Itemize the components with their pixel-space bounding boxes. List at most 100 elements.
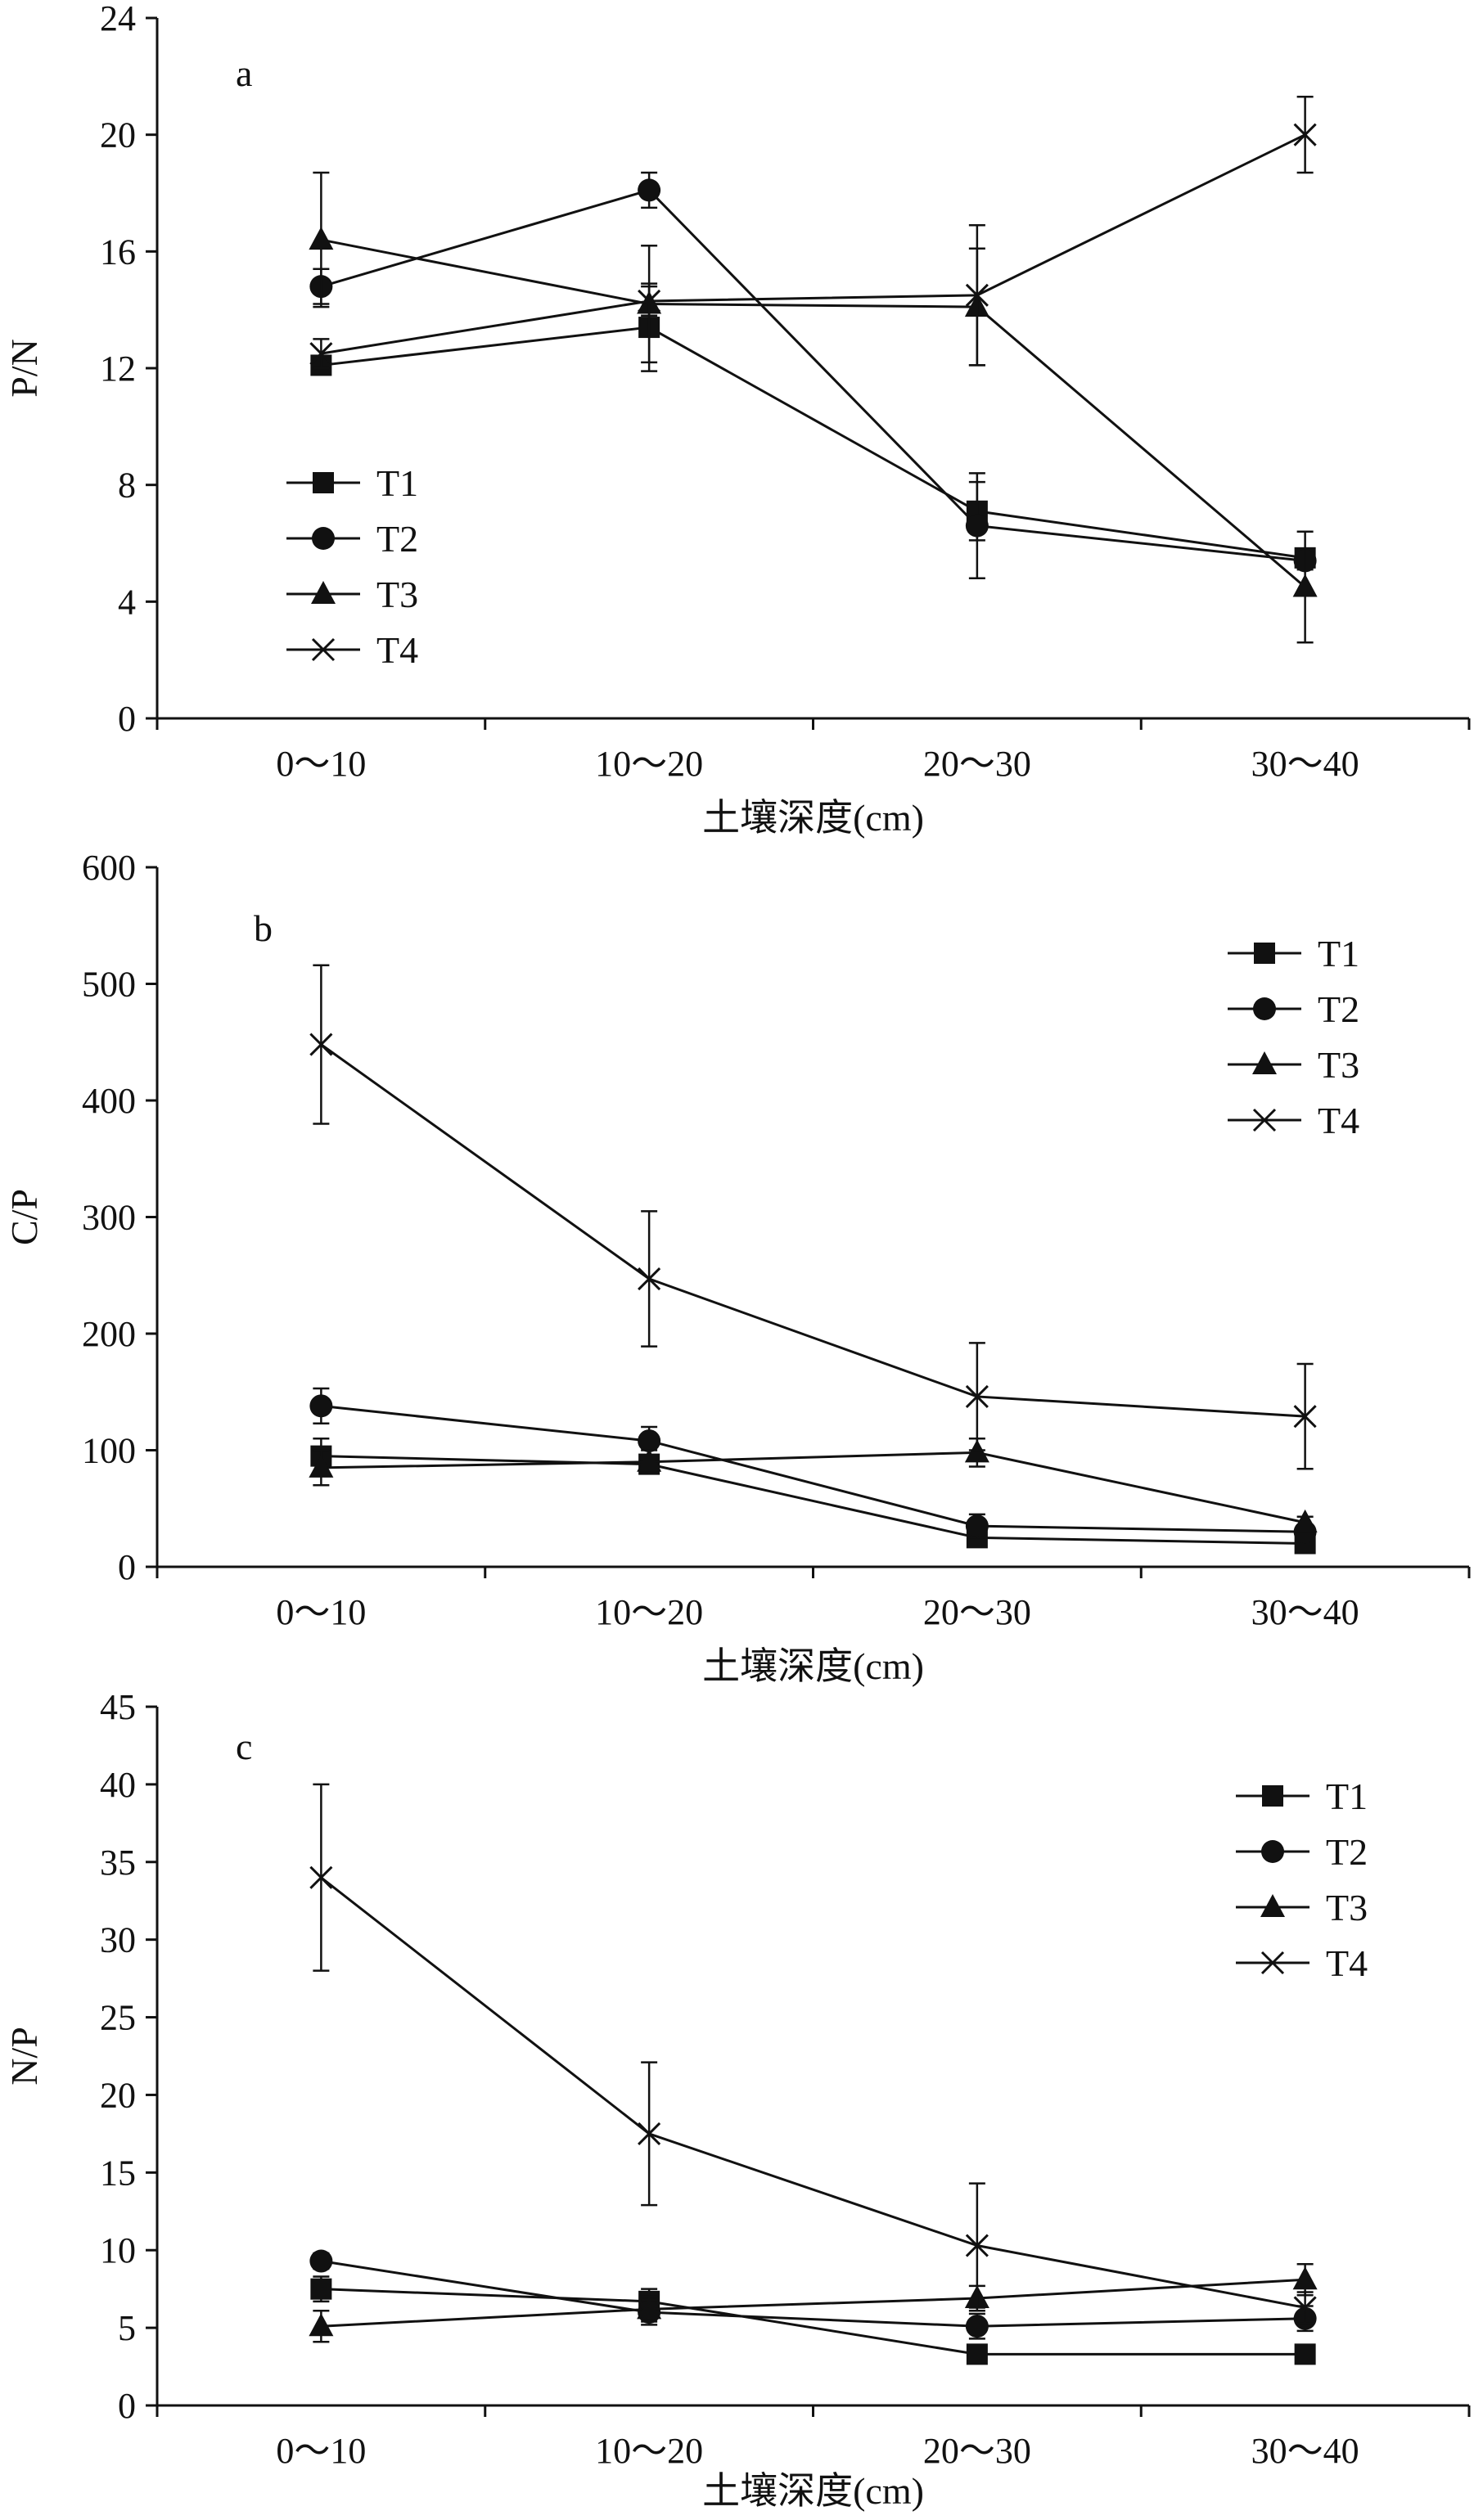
marker-t1 <box>313 472 334 493</box>
marker-t3 <box>1292 1509 1318 1532</box>
marker-t4 <box>638 1267 661 1291</box>
series-line <box>320 1043 1305 1418</box>
panel-letter: c <box>236 1726 252 1767</box>
x-axis-title: 土壤深度(cm) <box>702 1645 924 1687</box>
marker-t4 <box>1293 1405 1317 1429</box>
series-t1 <box>310 1438 1316 1555</box>
y-tick-label: 24 <box>100 0 136 38</box>
series-line <box>321 1455 1305 1545</box>
x-tick-label: 10～20 <box>595 744 703 784</box>
marker-t3 <box>309 227 334 250</box>
y-tick-label: 10 <box>100 2230 136 2270</box>
legend: T1 T2 T3 T4 <box>286 462 418 671</box>
marker-t2 <box>638 1429 661 1453</box>
series-t4 <box>309 964 1317 1470</box>
y-tick-label: 600 <box>82 848 136 888</box>
x-axis-title: 土壤深度(cm) <box>702 797 924 839</box>
marker-t1 <box>310 2278 332 2300</box>
y-tick-label: 0 <box>118 2386 136 2426</box>
y-tick-label: 30 <box>100 1920 136 1960</box>
legend-label: T3 <box>1326 1887 1368 1928</box>
marker-t3 <box>309 1454 334 1478</box>
panel-letter: a <box>236 52 252 94</box>
legend: T1 T2 T3 T4 <box>1228 933 1359 1141</box>
y-tick-label: 25 <box>100 1998 136 2038</box>
series-line <box>321 1451 1305 1524</box>
marker-t3 <box>637 1448 662 1472</box>
marker-t4 <box>965 2234 989 2257</box>
marker-t1 <box>1254 943 1275 964</box>
marker-t3 <box>309 2313 334 2337</box>
y-tick-label: 40 <box>100 1765 136 1805</box>
x-tick-label: 20～30 <box>923 1592 1031 1632</box>
y-tick-label: 12 <box>100 349 136 389</box>
marker-t3 <box>1292 2266 1318 2290</box>
y-tick-label: 15 <box>100 2153 136 2193</box>
x-tick-label: 30～40 <box>1251 2431 1359 2471</box>
series-t4 <box>309 96 1317 370</box>
y-axis-title: C/P <box>3 1189 45 1245</box>
marker-t4 <box>965 1384 989 1409</box>
marker-t1 <box>1262 1785 1283 1807</box>
series-line <box>321 2260 1305 2328</box>
x-tick-label: 10～20 <box>595 2431 703 2471</box>
y-tick-label: 4 <box>118 582 136 622</box>
series-line <box>321 326 1305 560</box>
marker-t4 <box>965 283 989 307</box>
x-tick-label: 20～30 <box>923 2431 1031 2471</box>
series-t4 <box>309 1783 1317 2324</box>
legend-label: T1 <box>1326 1775 1368 1817</box>
legend-label: T3 <box>1318 1044 1359 1086</box>
panel-letter: b <box>254 907 273 949</box>
marker-t3 <box>637 2296 662 2320</box>
chart-panel-c: 0 5 10 15 20 25 30 35 40 45 0～10 10～20 20～30 30～40 土壤深… <box>3 1687 1471 2512</box>
marker-t4 <box>638 2122 661 2145</box>
marker-t4 <box>1252 1108 1277 1132</box>
y-tick-label: 500 <box>82 965 136 1005</box>
x-axis-title: 土壤深度(cm) <box>702 2470 924 2512</box>
chart-panel-b: 0 100 200 300 400 500 600 0～10 10～20 20～30 30～40 土壤… <box>3 848 1471 1687</box>
y-tick-label: 100 <box>82 1431 136 1471</box>
y-tick-label: 8 <box>118 466 136 506</box>
legend-label: T3 <box>376 574 418 615</box>
marker-t4 <box>309 1865 333 1889</box>
marker-t4 <box>311 637 336 662</box>
series-line <box>321 2288 1305 2356</box>
legend-label: T2 <box>376 518 418 560</box>
marker-t4 <box>638 289 661 313</box>
x-tick-label: 30～40 <box>1251 744 1359 784</box>
marker-t3 <box>311 581 336 604</box>
legend-label: T4 <box>1318 1100 1359 1141</box>
marker-t4 <box>1293 123 1317 146</box>
y-tick-label: 45 <box>100 1687 136 1727</box>
y-tick-label: 16 <box>100 232 136 272</box>
marker-t2 <box>309 2249 333 2273</box>
y-tick-label: 20 <box>100 115 136 155</box>
series-line <box>321 133 1306 355</box>
marker-t4 <box>1293 2296 1317 2320</box>
y-axis-title: N/P <box>3 2027 45 2086</box>
series-t2 <box>309 171 1317 580</box>
x-tick-label: 30～40 <box>1251 1592 1359 1632</box>
marker-t2 <box>1253 997 1276 1020</box>
series-t3 <box>309 171 1318 644</box>
series-line <box>321 238 1306 588</box>
marker-t3 <box>1260 1894 1285 1917</box>
y-tick-label: 0 <box>118 699 136 739</box>
marker-t2 <box>309 1394 333 1418</box>
legend: T1 T2 T3 T4 <box>1236 1775 1368 1984</box>
marker-t2 <box>965 2315 989 2338</box>
legend-label: T4 <box>1326 1942 1368 1984</box>
legend-label: T2 <box>1326 1831 1368 1873</box>
y-tick-label: 35 <box>100 1843 136 1883</box>
y-tick-label: 0 <box>118 1547 136 1587</box>
series-t3 <box>309 1438 1318 1532</box>
y-tick-label: 400 <box>82 1081 136 1121</box>
y-axis-title: P/N <box>3 339 45 398</box>
series-line <box>321 1404 1305 1533</box>
x-tick-label: 0～10 <box>276 744 366 784</box>
marker-t2 <box>312 527 335 550</box>
marker-t3 <box>1292 574 1318 597</box>
marker-t4 <box>309 342 333 366</box>
legend-label: T1 <box>376 462 418 504</box>
